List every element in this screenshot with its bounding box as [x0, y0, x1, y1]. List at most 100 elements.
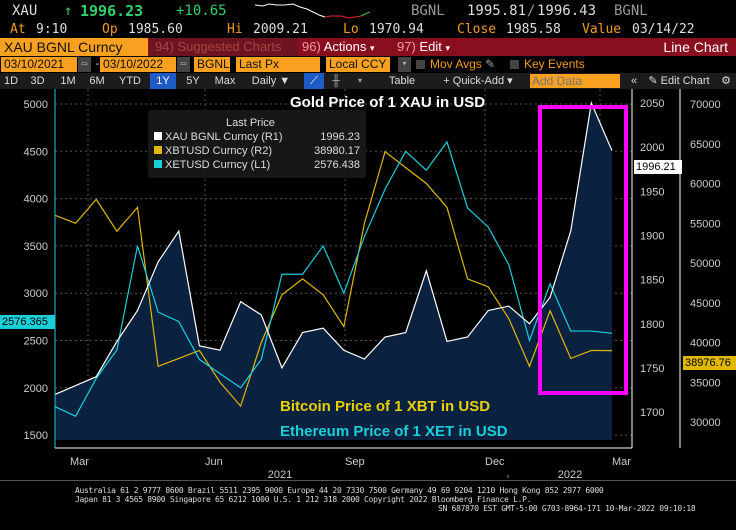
- right1-tick-label: 1950: [640, 186, 664, 198]
- period-3d[interactable]: 3D: [30, 75, 45, 87]
- key-events-label: Key Events: [524, 57, 585, 71]
- suggested-charts-button[interactable]: 94) Suggested Charts: [150, 38, 298, 56]
- right1-tick-label: 1800: [640, 319, 664, 331]
- legend-swatch: [154, 160, 162, 168]
- source: BGNL: [411, 3, 445, 19]
- edit-chart-button[interactable]: ✎ Edit Chart: [648, 75, 710, 87]
- quick-add-button[interactable]: + Quick-Add ▾: [443, 75, 513, 87]
- right2-tick-label: 40000: [690, 338, 721, 350]
- footer-divider: [0, 480, 736, 481]
- legend-name: XETUSD Curncy: [165, 159, 248, 171]
- right1-tick-label: 2000: [640, 142, 664, 154]
- period-ytd[interactable]: YTD: [119, 75, 141, 87]
- period-6m[interactable]: 6M: [89, 75, 105, 87]
- net-change: +10.65: [176, 3, 227, 19]
- right2-tick-label: 30000: [690, 417, 721, 429]
- right2-tick-label: 50000: [690, 258, 721, 270]
- legend-swatch: [154, 146, 162, 154]
- right2-tick-label: 55000: [690, 218, 721, 230]
- pencil-icon[interactable]: ✎: [485, 57, 496, 71]
- right2-tick-label: 35000: [690, 377, 721, 389]
- bar-chart-icon[interactable]: ╫: [332, 75, 340, 87]
- at-label: At: [10, 22, 26, 37]
- chevron-down-icon[interactable]: ▾: [357, 76, 362, 85]
- ask: 1996.43: [537, 3, 597, 19]
- table-button[interactable]: Table: [388, 75, 416, 87]
- source2: BGNL: [614, 3, 648, 19]
- chevron-down-icon: ▾: [369, 43, 375, 53]
- mov-avgs-checkbox[interactable]: [416, 60, 425, 69]
- eth-series-line: [54, 140, 613, 417]
- footer-line3: SN 687870 EST GMT-5:00 G703-8964-171 10-…: [438, 504, 696, 513]
- actions-menu[interactable]: 96) Actions ▾: [302, 38, 375, 56]
- legend-entry[interactable]: XAU BGNL Curncy (R1) 1996.23: [154, 131, 360, 143]
- end-date-input[interactable]: 03/10/2022: [100, 57, 176, 72]
- source-input[interactable]: BGNL: [194, 57, 230, 72]
- high-label: Hi: [227, 22, 243, 37]
- intraday-sparkline: [255, 3, 370, 19]
- settings-gear-icon[interactable]: ⚙: [721, 75, 731, 87]
- legend-value: 2576.438: [314, 159, 360, 171]
- period-1m[interactable]: 1M: [60, 75, 76, 87]
- left-tick-label: 2000: [24, 383, 48, 395]
- mov-avgs-text: Mov Avgs: [430, 57, 482, 71]
- bid: 1995.81: [467, 3, 527, 19]
- legend-value: 38980.17: [314, 145, 360, 157]
- chevron-down-icon: ▾: [445, 43, 450, 53]
- period-1y[interactable]: 1Y: [150, 73, 176, 89]
- left-tick-label: 1500: [24, 430, 48, 442]
- x-tick-label: Sep: [345, 456, 365, 468]
- year-label: 2021: [268, 469, 292, 478]
- field-input[interactable]: Last Px: [236, 57, 320, 72]
- period-1d[interactable]: 1D: [3, 75, 19, 87]
- line-chart-icon[interactable]: ⟋: [304, 73, 324, 89]
- suggested-label: Suggested Charts: [177, 39, 282, 54]
- right2-tick-label: 60000: [690, 179, 721, 191]
- gold-area-fill: [55, 103, 612, 440]
- high-value: 2009.21: [253, 22, 308, 37]
- value-date: 03/14/22: [632, 22, 695, 37]
- calendar-icon[interactable]: ▭: [177, 57, 190, 72]
- key-events-checkbox[interactable]: [510, 60, 519, 69]
- legend-entry[interactable]: XETUSD Curncy (L1) 2576.438: [154, 159, 360, 171]
- period-max[interactable]: Max: [214, 75, 236, 87]
- right2-tick-label: 65000: [690, 139, 721, 151]
- legend-value: 1996.23: [320, 131, 360, 143]
- at-time: 9:10: [36, 22, 68, 37]
- currency-select[interactable]: Local CCY: [326, 57, 390, 72]
- left-tick-label: 4500: [24, 146, 48, 158]
- chevron-down-icon[interactable]: ▾: [398, 57, 411, 72]
- mov-avgs-label: Mov Avgs ✎: [430, 57, 495, 71]
- low-value: 1970.94: [369, 22, 424, 37]
- start-date-input[interactable]: 03/10/2021: [1, 57, 77, 72]
- calendar-icon[interactable]: ▭: [78, 57, 91, 72]
- chart-canvas[interactable]: 1500 2000 2500 3000 3500 4000 4500 5000 1700 1750…: [0, 89, 736, 478]
- left-tick-label: 3500: [24, 241, 48, 253]
- bitcoin-annotation: Bitcoin Price of 1 XBT in USD: [280, 398, 491, 415]
- legend-entry[interactable]: XBTUSD Curncy (R2) 38980.17: [154, 145, 360, 157]
- low-label: Lo: [343, 22, 359, 37]
- open-label: Op: [102, 22, 118, 37]
- value-label: Value: [582, 22, 622, 37]
- x-tick-label: Mar: [612, 456, 631, 468]
- period-5y[interactable]: 5Y: [186, 75, 200, 87]
- close-value: 1985.58: [506, 22, 561, 37]
- slash: /: [527, 3, 536, 19]
- ticker: XAU: [12, 3, 38, 19]
- gold-price-tag: 1996.21: [634, 160, 682, 174]
- frequency-select[interactable]: Daily ▼: [251, 75, 291, 87]
- x-tick-label: Mar: [70, 456, 89, 468]
- collapse-button[interactable]: «: [630, 75, 638, 87]
- eth-price-tag: 2576.365: [0, 315, 55, 329]
- legend-axis: (R2): [250, 145, 272, 157]
- year-label: 2022: [558, 469, 582, 478]
- menu-number: 96): [302, 39, 321, 54]
- legend-title: Last Price: [226, 117, 275, 129]
- security-field[interactable]: XAU BGNL Curncy: [0, 38, 148, 56]
- edit-menu[interactable]: 97) Edit ▾: [397, 38, 450, 56]
- right1-tick-label: 1850: [640, 275, 664, 287]
- legend-swatch: [154, 132, 162, 140]
- left-tick-label: 5000: [24, 99, 48, 111]
- menu-number: 97): [397, 39, 416, 54]
- add-data-input[interactable]: [530, 74, 620, 88]
